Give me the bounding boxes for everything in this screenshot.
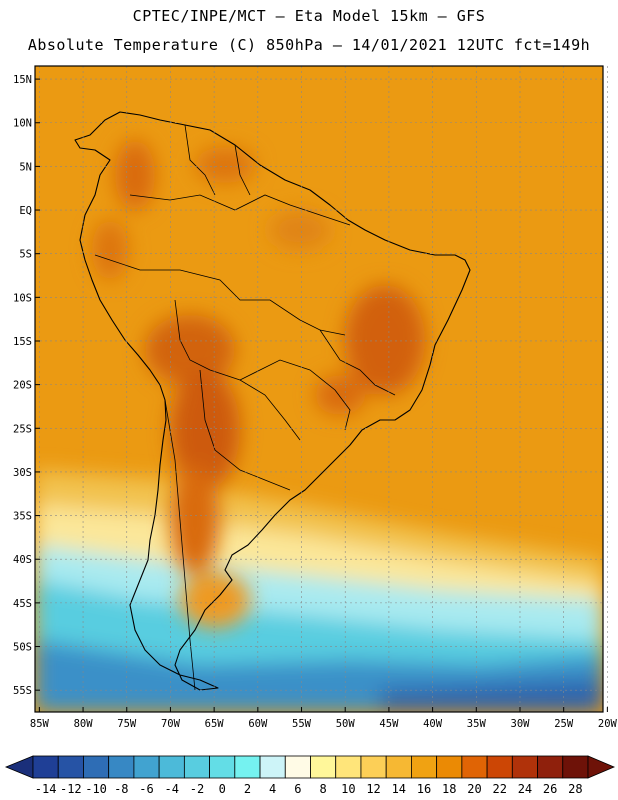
- colorbar-swatch: [32, 755, 59, 779]
- colorbar-swatch: [234, 755, 261, 779]
- colorbar-label: -4: [165, 782, 179, 796]
- colorbar-label: -2: [190, 782, 204, 796]
- colorbar-label: 20: [467, 782, 481, 796]
- lon-label: 70W: [161, 718, 181, 730]
- temperature-field: [35, 66, 603, 712]
- colorbar-label: 18: [442, 782, 456, 796]
- colorbar-label: 0: [219, 782, 226, 796]
- colorbar-swatch: [360, 755, 387, 779]
- colorbar-label: 4: [269, 782, 276, 796]
- lon-label: 30W: [511, 718, 531, 730]
- colorbar: -14 -12 -10 -8 -6 -4 -2 0 2 4 6 8 10 12 14 16 18 20 22 24 26…: [4, 755, 616, 796]
- colorbar-label: 16: [417, 782, 431, 796]
- lat-label: EQ: [19, 205, 32, 217]
- lat-label: 20S: [13, 380, 32, 392]
- lon-label: 80W: [74, 718, 94, 730]
- lat-label: 25S: [13, 423, 32, 435]
- colorbar-swatch: [284, 755, 311, 779]
- latitude-axis: 15N 10N 5N EQ 5S 10S 15S 20S 25S 30S 35S 40S 45S 50S 5…: [13, 74, 40, 697]
- colorbar-max-arrow: [587, 755, 616, 779]
- lon-label: 75W: [117, 718, 137, 730]
- map-title-line1: CPTEC/INPE/MCT – Eta Model 15km – GFS: [132, 7, 486, 25]
- lon-label: 35W: [467, 718, 487, 730]
- longitude-axis: 85W 80W 75W 70W 65W 60W 55W 50W 45W 40W 35W 30W 25W 2…: [30, 707, 618, 730]
- lat-label: 15N: [13, 74, 32, 86]
- lon-label: 85W: [30, 718, 50, 730]
- colorbar-label: 10: [341, 782, 355, 796]
- colorbar-label: 26: [543, 782, 557, 796]
- colorbar-label: 22: [492, 782, 506, 796]
- colorbar-swatch: [133, 755, 160, 779]
- colorbar-swatch: [57, 755, 84, 779]
- colorbar-swatch: [411, 755, 438, 779]
- lat-label: 35S: [13, 511, 32, 523]
- colorbar-swatch: [310, 755, 337, 779]
- lat-label: 40S: [13, 554, 32, 566]
- colorbar-swatch: [511, 755, 538, 779]
- lon-label: 65W: [205, 718, 225, 730]
- colorbar-swatch: [83, 755, 110, 779]
- colorbar-label: 8: [319, 782, 326, 796]
- colorbar-label: 14: [392, 782, 406, 796]
- lat-label: 5N: [19, 161, 32, 173]
- lat-label: 30S: [13, 467, 32, 479]
- lon-label: 60W: [248, 718, 268, 730]
- colorbar-swatch: [183, 755, 210, 779]
- lat-label: 15S: [13, 336, 32, 348]
- plot-frame: [34, 65, 604, 713]
- colorbar-swatch: [259, 755, 286, 779]
- lat-label: 5S: [19, 249, 32, 261]
- lat-label: 45S: [13, 598, 32, 610]
- colorbar-label: -8: [114, 782, 128, 796]
- colorbar-swatch: [537, 755, 564, 779]
- lon-label: 20W: [598, 718, 618, 730]
- lon-label: 50W: [336, 718, 356, 730]
- colorbar-label: -12: [60, 782, 82, 796]
- colorbar-label: 12: [366, 782, 380, 796]
- colorbar-swatch: [461, 755, 488, 779]
- colorbar-label: 6: [294, 782, 301, 796]
- coastline: [74, 111, 471, 691]
- colorbar-swatch: [158, 755, 185, 779]
- lat-label: 55S: [13, 685, 32, 697]
- colorbar-swatch: [335, 755, 362, 779]
- colorbar-label: 28: [568, 782, 582, 796]
- colorbar-label: 2: [244, 782, 251, 796]
- lat-label: 10S: [13, 292, 32, 304]
- colorbar-swatch: [209, 755, 236, 779]
- colorbar-label: -14: [35, 782, 57, 796]
- colorbar-swatch: [108, 755, 135, 779]
- colorbar-swatch: [562, 755, 589, 779]
- colorbar-min-arrow: [4, 755, 34, 779]
- colorbar-label: 24: [518, 782, 532, 796]
- country-borders: [94, 124, 396, 691]
- lat-label: 10N: [13, 118, 32, 130]
- map-title-line2: Absolute Temperature (C) 850hPa – 14/01/…: [27, 36, 591, 54]
- lon-label: 45W: [379, 718, 399, 730]
- lon-label: 55W: [292, 718, 312, 730]
- lon-label: 25W: [554, 718, 574, 730]
- lat-label: 50S: [13, 642, 32, 654]
- colorbar-swatch: [486, 755, 513, 779]
- lon-label: 40W: [423, 718, 443, 730]
- colorbar-label: -10: [85, 782, 107, 796]
- colorbar-label: -6: [139, 782, 153, 796]
- colorbar-swatch: [436, 755, 463, 779]
- colorbar-swatch: [385, 755, 412, 779]
